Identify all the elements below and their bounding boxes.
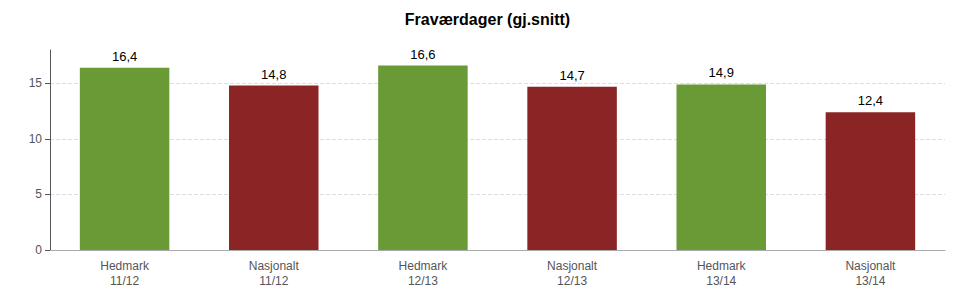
svg-text:11/12: 11/12 xyxy=(259,274,288,288)
svg-text:12/13: 12/13 xyxy=(557,274,587,288)
svg-text:12,4: 12,4 xyxy=(858,93,883,108)
svg-text:Hedmark: Hedmark xyxy=(697,259,747,273)
svg-text:5: 5 xyxy=(35,187,42,201)
svg-text:Hedmark: Hedmark xyxy=(100,259,150,273)
svg-text:15: 15 xyxy=(29,76,43,90)
svg-text:Nasjonalt: Nasjonalt xyxy=(845,259,896,273)
svg-text:13/14: 13/14 xyxy=(706,274,736,288)
svg-text:14,7: 14,7 xyxy=(559,68,584,83)
svg-text:Hedmark: Hedmark xyxy=(399,259,449,273)
svg-text:Fraværdager (gj.snitt): Fraværdager (gj.snitt) xyxy=(405,11,570,28)
svg-text:13/14: 13/14 xyxy=(855,274,885,288)
svg-text:16,4: 16,4 xyxy=(112,49,137,64)
svg-text:10: 10 xyxy=(29,132,43,146)
svg-text:Nasjonalt: Nasjonalt xyxy=(249,259,300,273)
svg-text:Nasjonalt: Nasjonalt xyxy=(547,259,598,273)
svg-text:16,6: 16,6 xyxy=(410,47,435,62)
svg-text:0: 0 xyxy=(35,243,42,257)
svg-text:14,9: 14,9 xyxy=(709,65,734,80)
svg-text:14,8: 14,8 xyxy=(261,67,286,82)
svg-text:12/13: 12/13 xyxy=(408,274,438,288)
svg-text:11/12: 11/12 xyxy=(110,274,139,288)
